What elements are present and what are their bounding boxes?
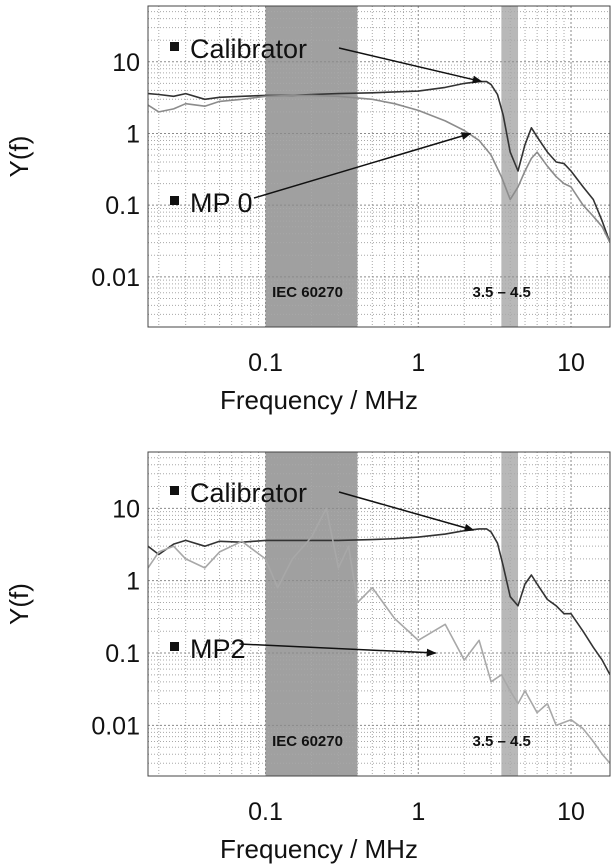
annotation-label-2: MP2 [190, 634, 246, 664]
band-2 [501, 6, 519, 327]
legend-marker-2 [170, 642, 179, 651]
annotation-arrow-2 [253, 132, 472, 199]
series-line-2 [148, 94, 610, 244]
legend-marker-1 [170, 486, 179, 495]
legend-marker-1 [170, 42, 179, 51]
x-axis-label: Frequency / MHz [220, 385, 418, 415]
y-tick-label: 0.1 [105, 192, 140, 220]
annotation-label-1: Calibrator [190, 34, 307, 64]
series-line-2 [148, 507, 610, 764]
grid [148, 6, 610, 327]
y-tick-label: 10 [112, 49, 140, 77]
series-line-1 [148, 528, 610, 676]
plot-border [147, 451, 611, 777]
plot-area [148, 6, 610, 327]
y-axis-label: Y(f) [4, 583, 34, 625]
y-tick-label: 0.1 [105, 640, 140, 668]
x-tick-label: 1 [411, 349, 425, 377]
band-label-1: IEC 60270 [272, 284, 343, 301]
x-tick-label: 0.1 [248, 798, 283, 826]
legend-marker-2 [170, 196, 179, 205]
y-tick-label: 10 [112, 495, 140, 523]
y-tick-label: 1 [126, 120, 140, 148]
y-tick-label: 0.01 [91, 264, 140, 292]
y-tick-label: 1 [126, 568, 140, 596]
plot-border [147, 5, 611, 328]
annotation-arrow-1 [338, 491, 475, 532]
annotation-label-1: Calibrator [190, 478, 307, 508]
x-tick-label: 1 [411, 798, 425, 826]
chart-panel-2: IEC 60270 3.5 – 4.5 0.01 0.1 1 10 0.1 1 10 Freque… [4, 451, 611, 864]
series-line-1 [148, 80, 610, 243]
x-tick-label: 10 [557, 349, 585, 377]
x-tick-label: 10 [557, 798, 585, 826]
x-tick-label: 0.1 [248, 349, 283, 377]
plot-area [148, 452, 610, 776]
chart-panel-1: IEC 60270 3.5 – 4.5 0.01 0.1 1 10 0.1 1 10 Freque… [4, 5, 611, 415]
annotation-arrow-2 [239, 643, 437, 657]
band-2 [501, 452, 519, 776]
annotation-arrow-1 [338, 47, 483, 84]
y-tick-label: 0.01 [91, 712, 140, 740]
band-label-1: IEC 60270 [272, 733, 343, 750]
y-axis-label: Y(f) [4, 136, 34, 178]
grid [148, 452, 610, 776]
band-label-2: 3.5 – 4.5 [473, 733, 531, 750]
band-label-2: 3.5 – 4.5 [473, 284, 531, 301]
annotation-label-2: MP 0 [190, 188, 253, 218]
x-axis-label: Frequency / MHz [220, 834, 418, 864]
